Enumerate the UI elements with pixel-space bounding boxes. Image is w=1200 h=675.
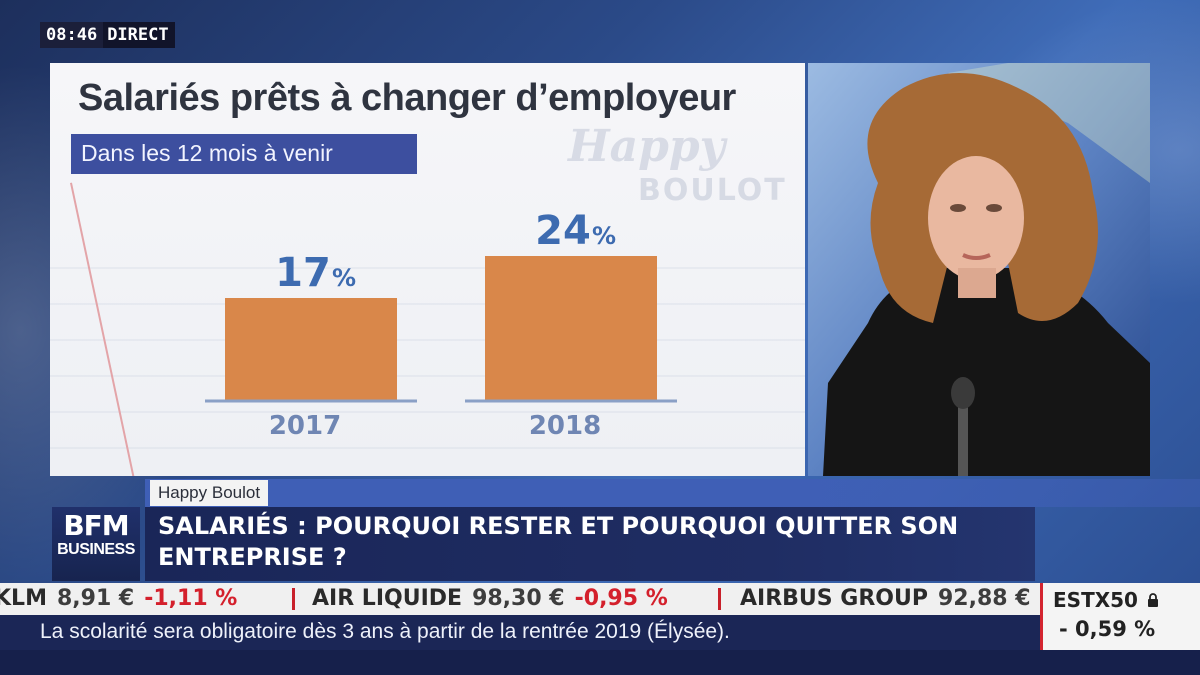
ticker-price: 8,91 €	[56, 586, 135, 611]
program-tag-strip	[145, 479, 1200, 507]
presenter-video	[808, 63, 1150, 476]
ticker-separator	[292, 588, 295, 610]
watermark-line2: BOULOT	[638, 173, 787, 208]
lock-icon	[1148, 593, 1158, 607]
headline-box	[145, 507, 1035, 581]
bar	[485, 256, 657, 400]
live-label: DIRECT	[103, 22, 175, 48]
ticker-price: 98,30 €	[472, 586, 565, 611]
ruled-paper-lines	[50, 233, 805, 473]
ticker-name: AIR LIQUIDE	[312, 586, 463, 611]
ticker-item: AIR LIQUIDE 98,30 € -0,95 %	[312, 583, 668, 615]
clock: 08:46	[40, 22, 104, 48]
presenter-illustration	[808, 63, 1150, 476]
bar-chart: 17 % 2017 24 % 2018	[205, 208, 677, 441]
headline: SALARIÉS : POURQUOI RESTER ET POURQUOI Q…	[158, 512, 959, 571]
logo-line1: BFM	[63, 509, 129, 542]
program-watermark: Happy BOULOT	[568, 125, 787, 245]
ticker-name: KLM	[0, 586, 47, 611]
stock-ticker: KLM 8,91 € -1,11 % AIR LIQUIDE 98,30 € -0,95…	[0, 583, 1040, 615]
ticker-separator	[718, 588, 721, 610]
ticker-name: AIRBUS GROUP	[740, 586, 928, 611]
ticker-price: 92,88 €	[937, 586, 1031, 611]
bar-unit-label: %	[332, 264, 356, 292]
index-change: - 0,59 %	[1059, 617, 1156, 641]
ticker-change: -0,95 %	[574, 586, 668, 611]
bar-value-label: 17	[275, 250, 331, 296]
logo-line2: BUSINESS	[57, 541, 135, 558]
chart-card: Happy BOULOT Salariés prêts à changer d’…	[50, 63, 805, 476]
channel-logo: BFM BUSINESS	[52, 507, 140, 581]
category-label: 2017	[269, 411, 341, 441]
ticker-item: AIRBUS GROUP 92,88 €	[740, 583, 1040, 615]
bar	[225, 298, 397, 400]
news-ticker: La scolarité sera obligatoire dès 3 ans …	[0, 615, 1040, 650]
watermark-line1: Happy	[568, 121, 726, 172]
category-label: 2018	[529, 411, 601, 441]
bar-unit-label: %	[592, 222, 616, 250]
chart-title: Salariés prêts à changer d’employeur	[78, 77, 736, 119]
live-bug: 08:46 DIRECT	[40, 22, 175, 48]
ticker-change: -1,11 %	[144, 586, 238, 611]
program-name-tag: Happy Boulot	[150, 480, 269, 506]
index-box: ESTX50 - 0,59 %	[1040, 583, 1200, 650]
bar-value-label: 24	[535, 208, 591, 254]
ticker-item: KLM 8,91 € -1,11 %	[0, 583, 237, 615]
index-name: ESTX50	[1053, 588, 1138, 612]
bottom-band	[0, 650, 1200, 675]
chart-subtitle: Dans les 12 mois à venir	[71, 134, 417, 174]
